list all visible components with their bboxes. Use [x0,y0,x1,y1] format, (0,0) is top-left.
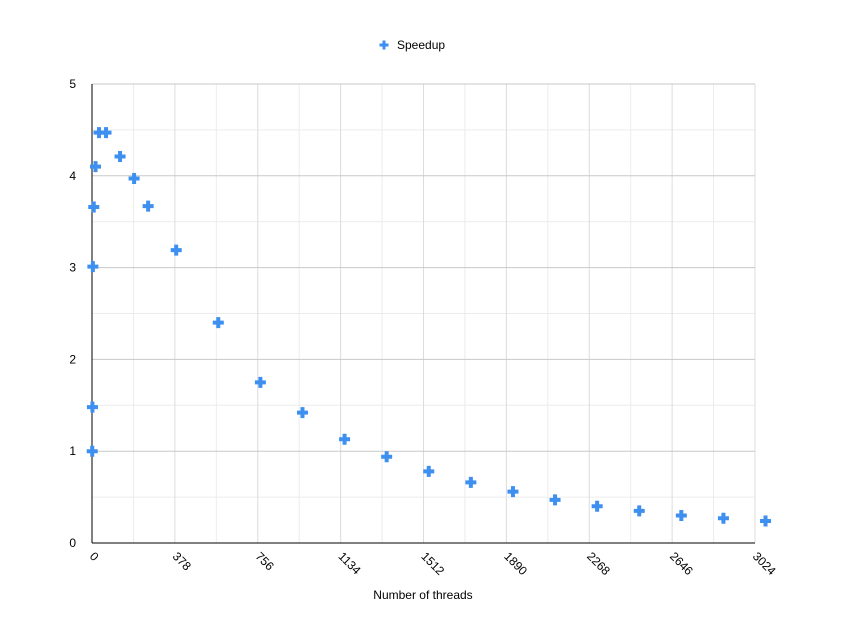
data-point [549,494,561,506]
legend: Speedup [379,38,445,52]
x-tick-label: 2268 [584,549,613,578]
axes [91,84,755,544]
data-point [212,317,224,329]
data-point [760,515,772,527]
data-point [93,127,105,139]
data-point [86,401,98,413]
data-point [339,433,351,445]
data-point [717,512,729,524]
data-point [296,407,308,419]
x-tick-label: 0 [87,549,102,564]
x-tick-label: 2646 [667,549,696,578]
data-point [170,244,182,256]
data-point [633,505,645,517]
data-point [100,127,112,139]
x-axis-title: Number of threads [373,588,472,602]
data-points [86,127,772,527]
legend-marker-icon [379,40,389,50]
x-tick-label: 3024 [750,549,779,578]
data-point [423,465,435,477]
y-tick-label: 5 [69,77,76,91]
legend-label: Speedup [397,38,445,52]
data-point [254,376,266,388]
x-tick-label: 378 [170,549,194,573]
x-tick-labels: 0 378 756 1134 1512 1890 2268 2646 3024 [87,549,779,578]
data-point [86,445,98,457]
data-point [87,261,99,273]
major-gridlines [92,83,756,543]
x-tick-label: 1890 [501,549,530,578]
data-point [591,500,603,512]
y-tick-label: 1 [69,444,76,458]
data-point [90,161,102,173]
data-point [381,451,393,463]
data-point [142,200,154,212]
data-point [128,173,140,185]
y-tick-label: 4 [69,169,76,183]
data-point [465,476,477,488]
x-tick-label: 1512 [418,549,447,578]
data-point [114,151,126,163]
x-tick-label: 1134 [336,549,364,577]
y-tick-label: 3 [69,261,76,275]
data-point [88,201,100,213]
y-tick-labels: 0 1 2 3 4 5 [69,77,76,550]
y-tick-label: 0 [69,536,76,550]
data-point [507,486,519,498]
x-tick-label: 756 [253,549,277,573]
y-tick-label: 2 [69,352,76,366]
data-point [675,509,687,521]
